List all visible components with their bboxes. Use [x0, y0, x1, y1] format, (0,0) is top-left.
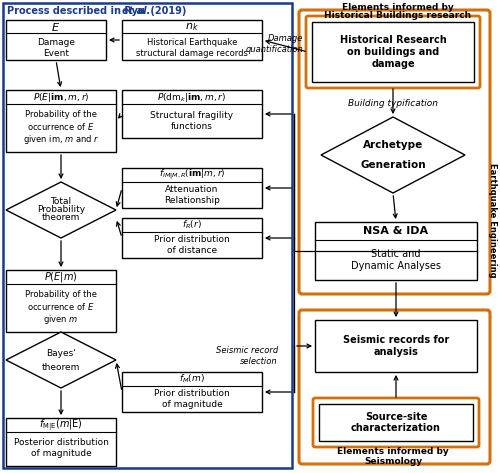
Text: Structural fragility
functions: Structural fragility functions	[150, 111, 234, 131]
Text: Prior distribution
of magnitude: Prior distribution of magnitude	[154, 389, 230, 409]
FancyBboxPatch shape	[122, 20, 262, 60]
Text: Historical Buildings research: Historical Buildings research	[324, 11, 472, 20]
FancyBboxPatch shape	[122, 168, 262, 208]
Polygon shape	[6, 332, 116, 388]
Text: $P(E|m)$: $P(E|m)$	[44, 270, 78, 284]
Text: Elements informed by
Earthquake Engineering: Elements informed by Earthquake Engineer…	[488, 163, 500, 277]
FancyBboxPatch shape	[6, 418, 116, 466]
Text: Archetype: Archetype	[363, 140, 423, 150]
FancyBboxPatch shape	[319, 404, 473, 441]
Text: Posterior distribution
of magnitude: Posterior distribution of magnitude	[14, 438, 108, 458]
Text: $n_k$: $n_k$	[185, 21, 199, 33]
Text: Total: Total	[50, 198, 71, 207]
FancyBboxPatch shape	[315, 222, 477, 280]
Text: Prior distribution
of distance: Prior distribution of distance	[154, 235, 230, 254]
Text: Attenuation
Relationship: Attenuation Relationship	[164, 185, 220, 205]
FancyBboxPatch shape	[122, 90, 262, 138]
Text: Historical Research
on buildings and
damage: Historical Research on buildings and dam…	[340, 35, 446, 69]
Text: Source-site
characterization: Source-site characterization	[351, 412, 441, 433]
FancyBboxPatch shape	[122, 372, 262, 412]
Text: Elements informed by
Seismology: Elements informed by Seismology	[337, 447, 449, 466]
Text: $P(E|\mathbf{im},m,r)$: $P(E|\mathbf{im},m,r)$	[32, 90, 90, 104]
Text: et al.: et al.	[122, 6, 150, 16]
Text: Probability: Probability	[37, 205, 85, 214]
Text: $f_{\mathrm{M|E}}(m\mathrm{|E})$: $f_{\mathrm{M|E}}(m\mathrm{|E})$	[39, 417, 83, 433]
Text: $f_R(r)$: $f_R(r)$	[182, 219, 202, 231]
Text: Process described in Ryu: Process described in Ryu	[7, 6, 148, 16]
FancyBboxPatch shape	[6, 270, 116, 332]
Text: Static and
Dynamic Analyses: Static and Dynamic Analyses	[351, 249, 441, 271]
FancyBboxPatch shape	[313, 398, 479, 447]
Text: $f_M(m)$: $f_M(m)$	[179, 373, 205, 385]
Text: Probability of the
occurrence of $E$
given im, $m$ and $r$: Probability of the occurrence of $E$ giv…	[22, 110, 100, 146]
FancyBboxPatch shape	[312, 22, 474, 82]
Text: $E$: $E$	[52, 21, 60, 33]
Polygon shape	[321, 117, 465, 193]
Text: Bayes': Bayes'	[46, 349, 76, 358]
Text: theorem: theorem	[42, 213, 80, 222]
Polygon shape	[6, 182, 116, 238]
Text: Seismic record
selection: Seismic record selection	[216, 346, 278, 366]
FancyBboxPatch shape	[315, 320, 477, 372]
FancyBboxPatch shape	[6, 90, 116, 152]
Text: $f_{IM|M,R}(\mathbf{im}|m,r)$: $f_{IM|M,R}(\mathbf{im}|m,r)$	[158, 168, 226, 182]
Text: $P(\mathrm{dm}_k|\mathbf{im},m,r)$: $P(\mathrm{dm}_k|\mathbf{im},m,r)$	[158, 90, 226, 104]
Text: (2019): (2019)	[147, 6, 186, 16]
Text: NSA & IDA: NSA & IDA	[364, 226, 428, 236]
Text: Building typification: Building typification	[348, 98, 438, 107]
FancyBboxPatch shape	[306, 16, 480, 88]
Text: theorem: theorem	[42, 362, 80, 371]
Text: Damage
quantification: Damage quantification	[245, 35, 303, 54]
Text: Damage
Event: Damage Event	[37, 38, 75, 58]
Text: Seismic records for
analysis: Seismic records for analysis	[343, 335, 449, 357]
Text: Elements informed by: Elements informed by	[342, 3, 454, 12]
Text: Historical Earthquake
structural damage records: Historical Earthquake structural damage …	[136, 38, 248, 58]
Text: Probability of the
occurrence of $E$
given $m$: Probability of the occurrence of $E$ giv…	[25, 289, 97, 326]
FancyBboxPatch shape	[6, 20, 106, 60]
Text: Generation: Generation	[360, 160, 426, 170]
FancyBboxPatch shape	[122, 218, 262, 258]
